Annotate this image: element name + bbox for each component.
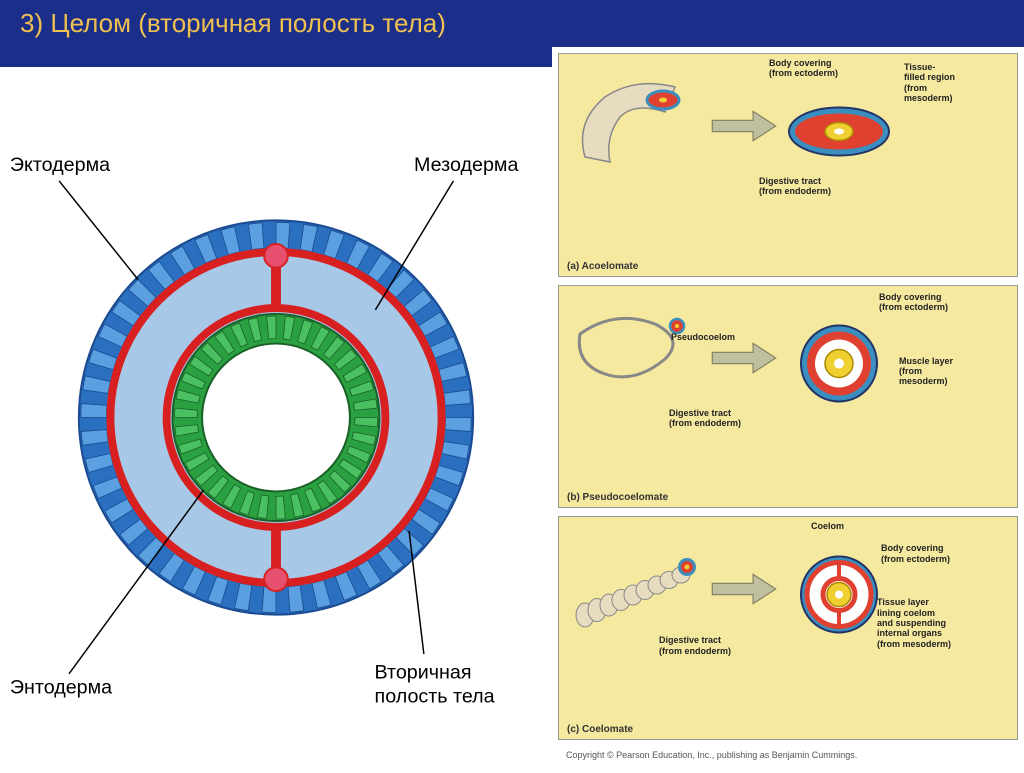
svg-text:полость тела: полость тела <box>375 685 495 707</box>
content-row: Эктодерма Мезодерма Энтодерма Вторичнаяполо… <box>0 47 1024 768</box>
panel-coelomate: (c) Coelomate Coelom Body covering(from e… <box>558 516 1018 740</box>
slide-title: 3) Целом (вторичная полость тела) <box>0 0 1024 47</box>
callout-text: Muscle layer(frommesoderm) <box>899 356 953 387</box>
callout-text: Digestive tract(from endoderm) <box>669 408 741 429</box>
copyright-text: Copyright © Pearson Education, Inc., pub… <box>558 748 1018 762</box>
panel-b-label: (b) Pseudocoelomate <box>567 492 668 503</box>
panel-pseudocoelomate: (b) Pseudocoelomate Body covering(from e… <box>558 285 1018 509</box>
svg-text:Эктодерма: Эктодерма <box>10 154 110 176</box>
callout-text: Coelom <box>811 521 844 531</box>
panel-c-label: (c) Coelomate <box>567 724 633 735</box>
callout-text: Tissue-filled region(frommesoderm) <box>904 62 955 103</box>
callout-text: Pseudocoelom <box>671 332 735 342</box>
svg-text:Мезодерма: Мезодерма <box>414 154 518 176</box>
main-diagram-pane: Эктодерма Мезодерма Энтодерма Вторичнаяполо… <box>0 67 552 768</box>
comparison-panels: (a) Acoelomate Body covering(from ectode… <box>552 47 1024 768</box>
panel-acoelomate: (a) Acoelomate Body covering(from ectode… <box>558 53 1018 277</box>
callout-text: Body covering(from ectoderm) <box>769 58 838 79</box>
callout-text: Digestive tract(from endoderm) <box>759 176 831 197</box>
slide-root: 3) Целом (вторичная полость тела) Эктоде… <box>0 0 1024 768</box>
coelom-cross-section: Эктодерма Мезодерма Энтодерма Вторичнаяполо… <box>0 67 552 768</box>
callout-text: Body covering(from ectoderm) <box>879 292 948 313</box>
panel-a-label: (a) Acoelomate <box>567 261 638 272</box>
callout-text: Tissue layerlining coelomand suspendingi… <box>877 597 951 649</box>
svg-text:Энтодерма: Энтодерма <box>10 677 112 699</box>
callout-text: Body covering(from ectoderm) <box>881 543 950 564</box>
svg-text:Вторичная: Вторичная <box>375 662 472 684</box>
callout-text: Digestive tract(from endoderm) <box>659 635 731 656</box>
